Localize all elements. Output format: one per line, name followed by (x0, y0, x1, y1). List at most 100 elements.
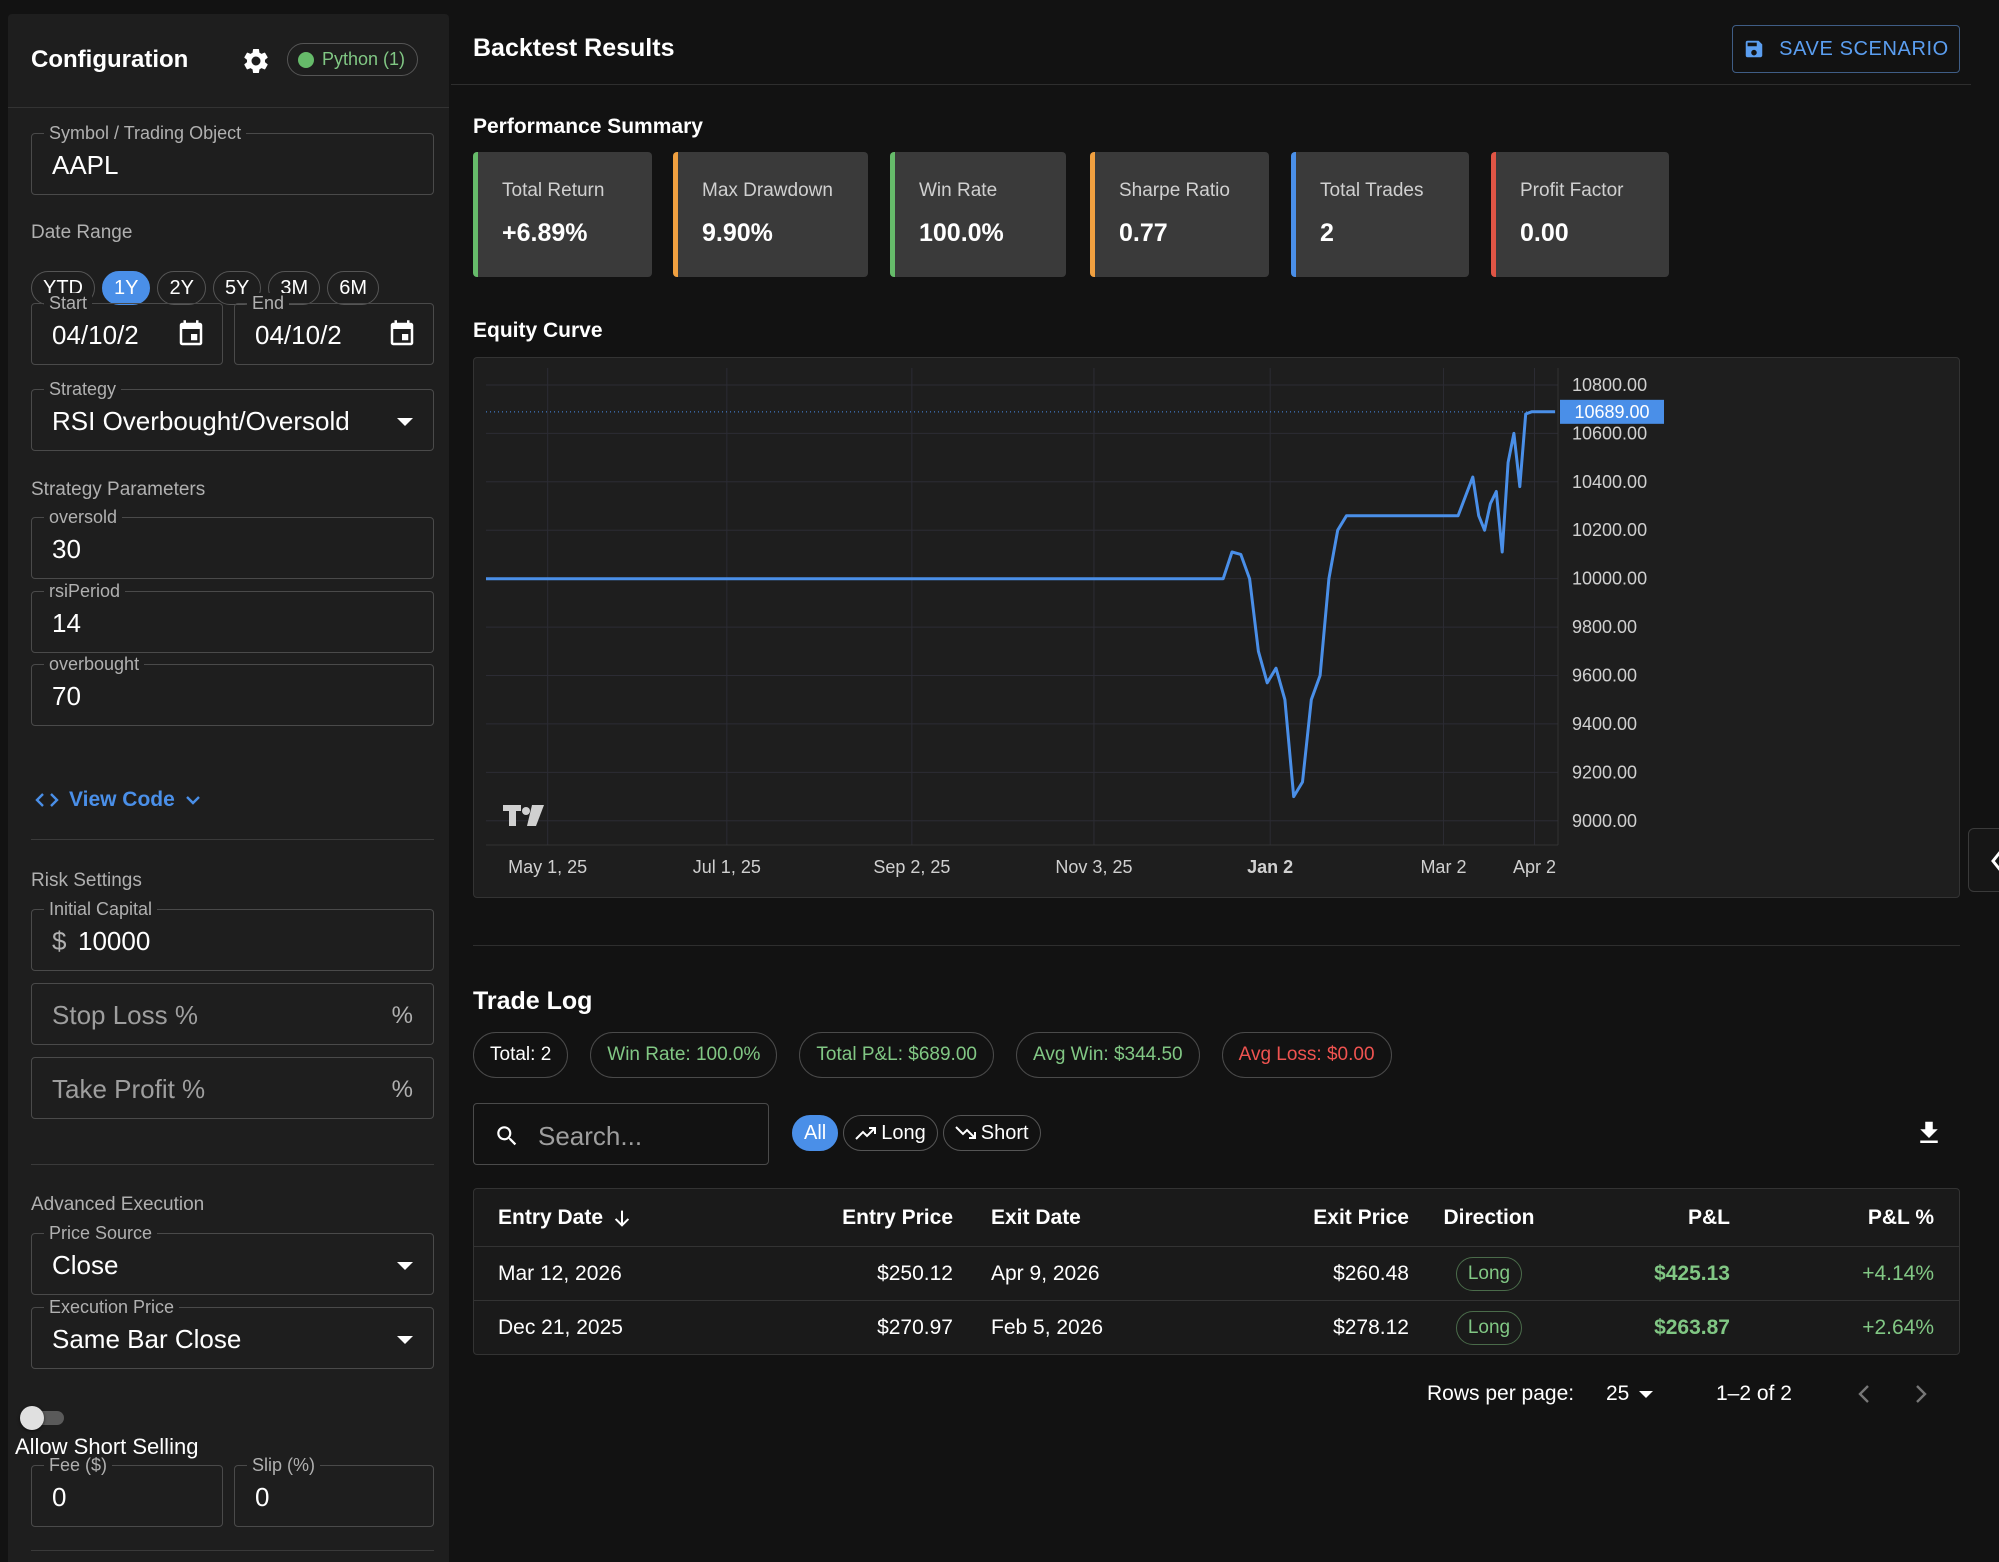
param-overbought-label: overbought (44, 654, 145, 674)
y-tick-label: 9400.00 (1572, 714, 1637, 734)
strategy-parameters-label: Strategy Parameters (31, 479, 206, 500)
table-row[interactable]: Dec 21, 2025 $270.97 Feb 5, 2026 $278.12… (474, 1301, 1959, 1355)
equity-curve-chart[interactable]: 10800.00 10600.00 10400.00 10200.00 10000.00… (473, 357, 1960, 898)
preset-2y[interactable]: 2Y (157, 271, 206, 305)
param-rsiperiod-label: rsiPeriod (44, 581, 126, 601)
percent-suffix: % (391, 1002, 413, 1029)
pnl-cell: $425.13 (1654, 1261, 1730, 1285)
x-tick-label: Nov 3, 25 (1055, 857, 1132, 877)
end-date-value: 04/10/2 (255, 320, 342, 350)
filter-long-label: Long (881, 1122, 926, 1144)
section-divider (31, 1550, 434, 1551)
x-tick-label: Sep 2, 25 (873, 857, 950, 877)
python-runtime-label: Python (1) (322, 49, 406, 69)
configuration-header: Configuration Python (1) (8, 14, 449, 108)
collapse-panel-tab[interactable] (1968, 828, 1999, 892)
direction-badge: Long (1455, 1311, 1523, 1345)
stop-loss-input[interactable]: Stop Loss % % (31, 983, 434, 1045)
direction-cell: Long (1434, 1247, 1544, 1300)
exit-price-cell: $260.48 (1333, 1261, 1409, 1285)
equity-chart-svg[interactable]: 10800.00 10600.00 10400.00 10200.00 10000.00… (474, 358, 1960, 898)
calendar-icon[interactable] (176, 318, 206, 350)
entry-price-cell: $250.12 (877, 1261, 953, 1285)
filter-all[interactable]: All (792, 1115, 839, 1151)
view-code-label: View Code (69, 788, 175, 811)
rows-per-page-select[interactable]: 25 (1606, 1377, 1654, 1411)
tradingview-logo-icon[interactable] (503, 805, 544, 826)
python-runtime-chip[interactable]: Python (1) (287, 43, 419, 76)
chevron-left-icon[interactable] (1854, 1377, 1874, 1411)
preset-1y[interactable]: 1Y (102, 271, 151, 305)
x-tick-label: Jan 2 (1247, 857, 1293, 877)
kpi-total-return: Total Return +6.89% (473, 152, 652, 277)
trending-down-icon (955, 1126, 976, 1139)
execution-price-select[interactable]: Execution Price Same Bar Close (31, 1297, 434, 1369)
fee-field[interactable]: Fee ($) 0 (31, 1455, 223, 1527)
param-rsiperiod-field[interactable]: rsiPeriod 14 (31, 581, 434, 653)
view-code-button[interactable]: View Code (35, 788, 201, 812)
table-row[interactable]: Mar 12, 2026 $250.12 Apr 9, 2026 $260.48… (474, 1247, 1959, 1301)
chevron-down-icon (397, 1336, 413, 1344)
param-oversold-label: oversold (44, 507, 123, 527)
col-entry-price[interactable]: Entry Price (842, 1205, 953, 1229)
price-source-label: Price Source (44, 1223, 158, 1243)
save-scenario-button[interactable]: SAVE SCENARIO (1732, 25, 1960, 73)
strategy-label: Strategy (44, 379, 122, 399)
save-icon (1745, 40, 1763, 58)
filter-all-label: All (804, 1122, 827, 1144)
initial-capital-field[interactable]: Initial Capital $ 10000 (31, 899, 434, 971)
param-overbought-field[interactable]: overbought 70 (31, 654, 434, 726)
price-source-select[interactable]: Price Source Close (31, 1223, 434, 1295)
status-dot-icon (298, 51, 314, 68)
arrow-down-icon (614, 1210, 630, 1227)
take-profit-input[interactable]: Take Profit % % (31, 1057, 434, 1119)
equity-series-line (486, 410, 1556, 799)
chevron-down-icon (397, 418, 413, 426)
calendar-icon[interactable] (387, 318, 417, 350)
start-date-field[interactable]: Start 04/10/2 (31, 293, 223, 365)
stat-total-pnl-chip: Total P&L: $689.00 (799, 1032, 994, 1078)
exit-price-cell: $278.12 (1333, 1316, 1409, 1339)
kpi-label: Win Rate (919, 180, 998, 201)
col-exit-price[interactable]: Exit Price (1313, 1205, 1409, 1229)
short-selling-toggle[interactable] (20, 1406, 66, 1430)
save-scenario-label: SAVE SCENARIO (1779, 37, 1949, 60)
param-oversold-field[interactable]: oversold 30 (31, 507, 434, 579)
x-tick-label: Mar 2 (1420, 857, 1466, 877)
symbol-field[interactable]: Symbol / Trading Object AAPL (31, 123, 434, 195)
kpi-value: 0.77 (1119, 219, 1168, 247)
col-exit-date[interactable]: Exit Date (991, 1205, 1081, 1229)
slip-field[interactable]: Slip (%) 0 (234, 1455, 434, 1527)
y-tick-label: 10000.00 (1572, 569, 1647, 589)
kpi-sharpe-ratio: Sharpe Ratio 0.77 (1090, 152, 1269, 277)
short-selling-label: Allow Short Selling (15, 1434, 199, 1459)
chevron-right-icon[interactable] (1911, 1377, 1931, 1411)
y-tick-label: 9600.00 (1572, 666, 1637, 686)
execution-price-label: Execution Price (44, 1297, 180, 1317)
configuration-panel: Configuration Python (1) Symbol / Tradin… (8, 14, 449, 1562)
trade-search-input[interactable]: Search... (473, 1103, 769, 1165)
start-date-label: Start (44, 293, 93, 313)
kpi-label: Profit Factor (1520, 180, 1624, 201)
filter-long[interactable]: Long (843, 1115, 938, 1151)
y-tick-label: 10600.00 (1572, 423, 1647, 443)
col-pnl-percent[interactable]: P&L % (1867, 1205, 1934, 1229)
entry-date-cell: Dec 21, 2025 (498, 1316, 623, 1339)
slip-label: Slip (%) (247, 1455, 321, 1475)
slip-value: 0 (255, 1482, 270, 1512)
x-tick-label: Jul 1, 25 (693, 857, 761, 877)
preset-6m[interactable]: 6M (327, 271, 379, 305)
gear-icon[interactable] (241, 46, 271, 76)
download-icon[interactable] (1914, 1117, 1944, 1149)
kpi-max-drawdown: Max Drawdown 9.90% (673, 152, 868, 277)
pagination-range: 1–2 of 2 (1716, 1382, 1792, 1405)
trade-stats: Total: 2 Win Rate: 100.0% Total P&L: $68… (473, 1032, 1392, 1078)
end-date-field[interactable]: End 04/10/2 (234, 293, 434, 365)
filter-short[interactable]: Short (942, 1115, 1041, 1151)
col-pnl[interactable]: P&L (1688, 1205, 1730, 1229)
col-entry-date[interactable]: Entry Date (498, 1189, 633, 1246)
entry-date-cell: Mar 12, 2026 (498, 1261, 622, 1285)
page-title: Backtest Results (473, 34, 675, 62)
strategy-select[interactable]: Strategy RSI Overbought/Oversold (31, 379, 434, 451)
col-direction[interactable]: Direction (1443, 1205, 1535, 1229)
